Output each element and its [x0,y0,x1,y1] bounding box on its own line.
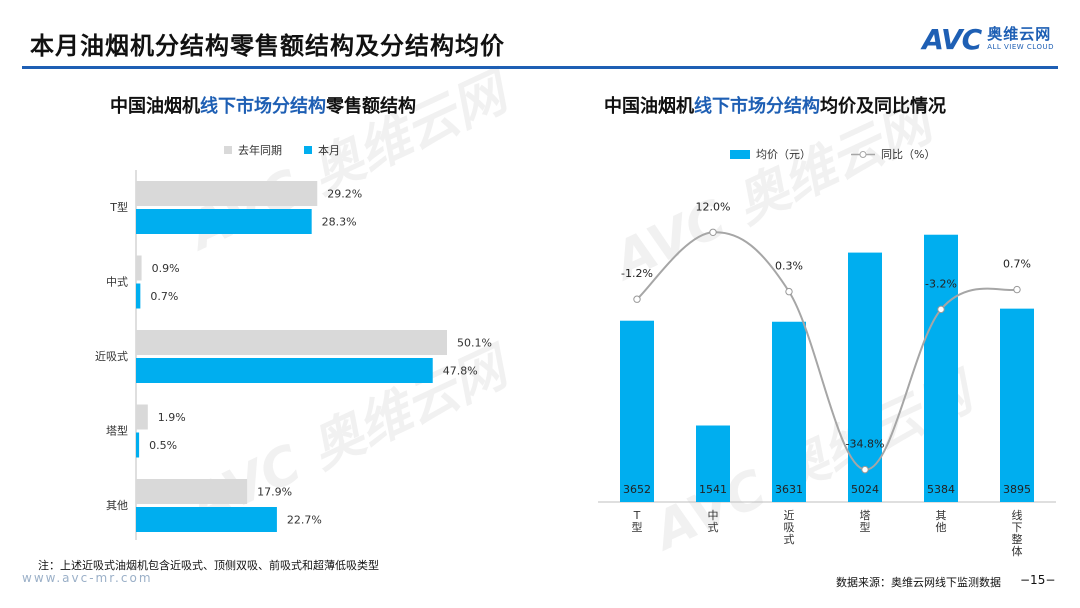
bar-lastyear [136,255,142,281]
yoy-data-label: -1.2% [621,267,653,280]
logo-text: 奥维云网 ALL VIEW CLOUD [987,26,1054,52]
right-chart-title: 中国油烟机线下市场分结构均价及同比情况 [604,92,946,118]
bar-lastyear [136,330,447,355]
footnote: 注：上述近吸式油烟机包含近吸式、顶侧双吸、前吸式和超薄低吸类型 [38,559,379,572]
yoy-data-label: 0.3% [775,260,803,273]
bar-data-label: 17.9% [257,486,292,499]
category-tick-label: 中式 [708,509,719,534]
bar-lastyear [136,181,318,206]
yoy-data-label: 0.7% [1003,258,1031,271]
bar-data-label: 22.7% [287,514,322,527]
bar-thismonth [136,209,312,234]
yoy-point [709,228,717,236]
yoy-point [937,305,945,314]
bar-data-label: 47.8% [443,365,478,378]
logo-mark: AVC [922,23,982,56]
price-bar [924,234,958,503]
bar-lastyear [136,479,248,504]
price-bar [620,320,654,502]
website-url: www.avc-mr.com [22,571,153,585]
bar-data-label: 1.9% [158,411,186,424]
price-data-label: 3895 [1003,483,1031,496]
legend-label-yoy: 同比（%） [881,148,936,161]
bar-data-label: 28.3% [322,216,357,229]
yoy-point [1013,285,1021,294]
right-title-prefix: 中国油烟机 [604,96,694,117]
yoy-data-label: -34.8% [846,438,885,451]
legend-swatch-lastyear [224,146,232,154]
bar-data-label: 50.1% [457,337,492,350]
price-data-label: 5384 [927,483,955,496]
category-tick-label: 近吸式 [784,509,795,546]
category-tick-label: 塔型 [106,424,128,438]
bar-thismonth [136,283,141,309]
yoy-data-label: 12.0% [696,200,731,213]
left-legend: 去年同期 本月 [224,142,340,158]
yoy-point [633,295,641,303]
price-bar [696,425,730,502]
category-tick-label: 塔型 [860,509,871,534]
price-data-label: 3652 [623,483,651,496]
legend-label-lastyear: 去年同期 [238,144,282,157]
legend-label-thismonth: 本月 [318,144,340,157]
left-title-prefix: 中国油烟机 [110,96,200,117]
price-bar [772,321,806,502]
data-source: 数据来源：奥维云网线下监测数据 [836,576,1001,589]
bar-data-label: 0.9% [152,262,180,275]
page-title: 本月油烟机分结构零售额结构及分结构均价 [30,32,505,60]
category-tick-label: 中式 [106,276,128,289]
category-tick-label: 近吸式 [95,350,128,363]
logo-en: ALL VIEW CLOUD [987,43,1054,51]
price-bar [848,252,882,502]
category-tick-label: 其他 [936,509,947,534]
price-data-label: 5024 [851,483,879,496]
right-title-highlight: 线下市场分结构 [694,96,820,117]
bar-data-label: 29.2% [327,188,362,201]
left-chart-title: 中国油烟机线下市场分结构零售额结构 [110,92,416,118]
brand-logo: AVC 奥维云网 ALL VIEW CLOUD [922,26,1054,54]
price-bar [1000,308,1034,502]
left-title-highlight: 线下市场分结构 [200,96,326,117]
price-data-label: 3631 [775,483,803,496]
price-data-label: 1541 [699,483,727,496]
legend-swatch-yoy [851,150,875,159]
page-number: −15− [1020,573,1056,587]
title-divider [22,66,1058,69]
bar-lastyear [136,404,148,430]
bar-thismonth [136,507,277,532]
category-tick-label: T型 [109,200,128,214]
logo-cn: 奥维云网 [987,25,1052,43]
legend-swatch-price [730,149,750,159]
yoy-data-label: -3.2% [925,277,957,290]
bar-thismonth [136,358,433,383]
legend-swatch-thismonth [304,146,312,154]
legend-label-price: 均价（元） [756,148,811,161]
category-tick-label: 线下整体 [1012,508,1023,558]
bar-data-label: 0.5% [149,439,177,452]
bar-data-label: 0.7% [150,290,178,303]
category-tick-label: 其他 [106,499,128,512]
yoy-point [861,465,869,474]
right-legend: 均价（元） 同比（%） [730,146,935,162]
bar-thismonth [136,432,140,458]
right-title-suffix: 均价及同比情况 [820,96,946,117]
left-title-suffix: 零售额结构 [326,96,416,117]
yoy-line [636,231,1018,471]
yoy-point [785,287,793,296]
